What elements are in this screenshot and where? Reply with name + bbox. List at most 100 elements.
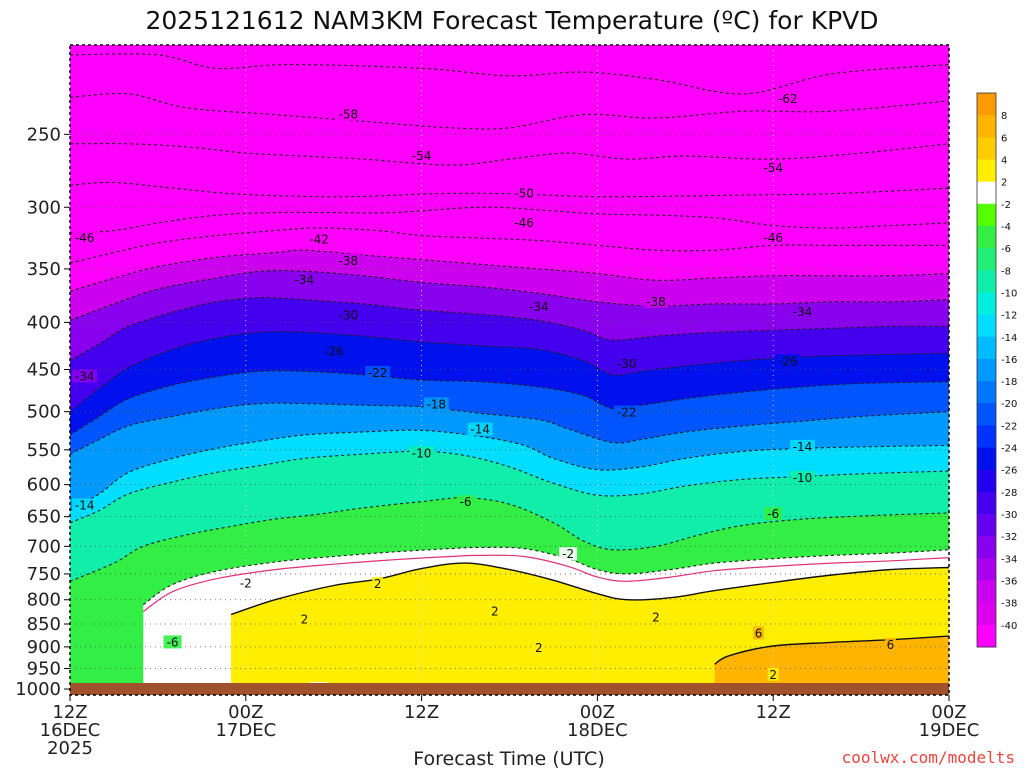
contour-label-bg [764, 507, 783, 521]
y-tick-label: 400 [27, 312, 61, 333]
colorbar-band [977, 447, 996, 471]
y-tick-label: 750 [27, 564, 61, 585]
colorbar-band [977, 93, 996, 116]
colorbar-band [977, 159, 996, 183]
colorbar: 8 6 4 2 -2 -4 -6 -8 -10 -12 -14 -16 -18 -20 -22 -24 -26 -… [976, 92, 1017, 648]
colorbar-tick-label: 2 [1001, 178, 1007, 189]
contour-label: 2 [769, 668, 777, 682]
colorbar-band [977, 314, 996, 338]
isotherm-line--2 [142, 546, 949, 606]
y-tick-label: 550 [27, 440, 61, 461]
colorbar-tick-label: -26 [1001, 466, 1017, 477]
contour-label: -34 [295, 273, 315, 287]
isotherm-line-2 [230, 562, 949, 616]
contour-label: -34 [529, 300, 549, 314]
colorbar-band [977, 248, 996, 271]
contour-label-bg [163, 635, 182, 649]
contour-label-bg [614, 405, 640, 419]
credit-text[interactable]: coolwx.com/modelts [842, 748, 1015, 767]
x-tick-label: 12Z 16DEC 2025 [40, 702, 101, 759]
y-tick-label: 250 [27, 124, 61, 145]
contour-label: -6 [167, 635, 179, 649]
isotherm-line--26 [70, 331, 949, 413]
contour-label-bg [365, 366, 391, 380]
contour-label: 2 [535, 641, 543, 655]
contour-label-bg [456, 495, 475, 509]
contour-label: -10 [412, 446, 432, 460]
contour-label: -6 [767, 507, 779, 521]
colorbar-tick-label: -32 [1001, 532, 1017, 543]
y-tick-label: 1000 [15, 679, 61, 700]
contour-label-bg [767, 667, 779, 681]
freezing-line [142, 554, 949, 613]
colorbar-frame [976, 92, 997, 648]
contour-label: 6 [887, 638, 895, 652]
contour-label-bg [533, 640, 545, 654]
contour-label-bg [559, 547, 578, 561]
contour-label: -38 [339, 254, 359, 268]
isotherm-line--38 [70, 249, 949, 292]
colorbar-band [977, 181, 996, 205]
y-tick-label: 900 [27, 637, 61, 658]
contour-label-bg [236, 576, 255, 590]
isotherm-line--6 [70, 497, 949, 582]
colorbar-tick-label: -40 [1001, 621, 1017, 632]
y-tick-label: 300 [27, 197, 61, 218]
colorbar-tick-label: -20 [1001, 399, 1017, 410]
contour-label-bg [775, 92, 801, 106]
colorbar-band [977, 491, 996, 515]
contour-label: -34 [75, 370, 95, 384]
contour-label: -54 [412, 149, 432, 163]
colorbar-band [977, 624, 996, 648]
y-tick-label: 350 [27, 259, 61, 280]
contour-label-bg [335, 253, 361, 267]
temperature-fills [70, 53, 949, 695]
x-axis: 12Z 16DEC 2025 00Z 17DEC 12Z 00Z 18DEC 12Z 00Z 19D… [40, 695, 980, 759]
contour-label-bg [526, 300, 552, 314]
colorbar-band [977, 225, 996, 249]
plot-area: -62-58-54-54-50-46-46 -46-42-38-38-34-34-… [69, 44, 950, 696]
contour-label-bg [335, 308, 361, 322]
contour-label-bg [72, 231, 98, 245]
contour-label-bg [790, 470, 815, 484]
y-tick-label: 950 [27, 659, 61, 680]
contour-label-bg [306, 232, 332, 246]
contour-label: 6 [755, 626, 763, 640]
contour-label: -46 [75, 231, 95, 245]
x-axis-label: Forecast Time (UTC) [413, 748, 604, 768]
y-axis: 2503003504004505005506006507007508008509… [15, 124, 70, 700]
contour-label: -14 [470, 423, 490, 437]
contour-label-bg [511, 215, 537, 229]
x-tick-label: 00Z 19DEC [919, 702, 980, 741]
colorbar-band [977, 358, 996, 382]
contour-label-bg [884, 638, 896, 652]
y-tick-label: 800 [27, 590, 61, 611]
contour-label: -30 [339, 308, 359, 322]
colorbar-tick-label: -30 [1001, 510, 1017, 521]
colorbar-band [977, 469, 996, 493]
colorbar-tick-label: -18 [1001, 377, 1017, 388]
colorbar-tick-label: -8 [1001, 266, 1011, 277]
contour-label: -14 [75, 498, 95, 512]
colorbar-tick-label: -14 [1001, 333, 1017, 344]
colorbar-band [977, 381, 996, 404]
colorbar-tick-label: -36 [1001, 577, 1017, 588]
x-tick-label: 12Z [404, 702, 439, 723]
colorbar-tick-label: 8 [1001, 111, 1007, 122]
contour-label-bg [775, 354, 801, 368]
contour-label-bg [291, 273, 317, 287]
contour-label: -26 [324, 344, 344, 358]
contour-labels: -62-58-54-54-50-46-46 -46-42-38-38-34-34-… [72, 92, 896, 696]
contour-label-bg [335, 107, 361, 121]
y-tick-label: 850 [27, 614, 61, 635]
contour-label: -2 [240, 576, 252, 590]
contour-label: -38 [646, 295, 666, 309]
contour-label: 2 [652, 610, 660, 624]
isotherm-contours [70, 53, 949, 665]
contour-label-bg [643, 294, 669, 308]
colorbar-tick-label: -38 [1001, 599, 1017, 610]
chart-title: 2025121612 NAM3KM Forecast Temperature (… [145, 6, 878, 35]
colorbar-band [977, 270, 996, 293]
isotherm-line--50 [70, 181, 949, 198]
contour-label: 2 [374, 577, 382, 591]
